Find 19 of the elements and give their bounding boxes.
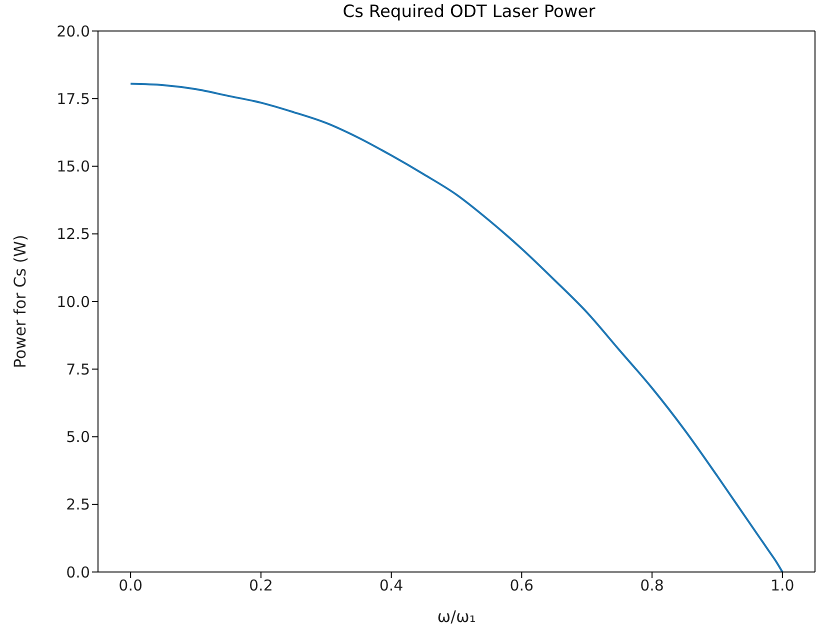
y-tick-label: 20.0 <box>56 22 90 40</box>
x-tick-label: 0.4 <box>379 576 404 595</box>
x-tick-label: 0.8 <box>640 576 664 595</box>
y-tick-label: 0.0 <box>66 563 90 582</box>
x-tick-label: 1.0 <box>770 576 794 595</box>
line-series <box>130 82 784 572</box>
x-axis-title: ω/ω₁ <box>437 607 476 626</box>
y-tick-label: 15.0 <box>56 158 90 176</box>
y-axis-title: Power for Cs (W) <box>10 234 30 368</box>
y-tick-label: 5.0 <box>66 428 90 446</box>
x-tick-label: 0.6 <box>510 576 534 595</box>
x-tick-label: 0.2 <box>249 576 273 595</box>
y-tick-label: 10.0 <box>56 292 90 311</box>
y-tick-label: 17.5 <box>56 90 90 108</box>
x-tick-label: 0.0 <box>118 576 143 595</box>
chart-title: Cs Required ODT Laser Power <box>342 2 596 22</box>
y-tick-label: 7.5 <box>66 360 90 378</box>
y-tick-label: 2.5 <box>66 496 90 514</box>
y-tick-label: 12.5 <box>56 225 90 244</box>
